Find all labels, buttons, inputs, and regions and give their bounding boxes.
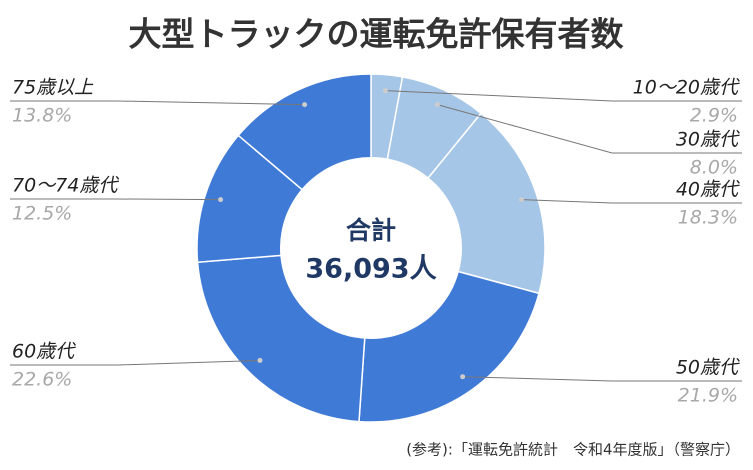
labels: 10〜20歳代 2.9%30歳代 8.0%40歳代 18.3% 50歳代 21.9% 60歳…	[10, 77, 742, 407]
leader-line	[462, 376, 742, 382]
leader-dot	[302, 102, 308, 108]
category-label: 75歳以上	[12, 77, 94, 99]
value-label: 22.6%	[12, 369, 72, 391]
leader-line	[10, 198, 221, 201]
category-label: 40歳代	[676, 179, 740, 201]
chart-title: 大型トラックの運転免許保有者数	[129, 15, 625, 54]
leader-line	[385, 90, 742, 102]
leader-line	[10, 100, 305, 106]
leader-line	[521, 199, 742, 204]
leader-dot	[518, 197, 524, 203]
leader-line	[437, 104, 742, 154]
center-label: 合計	[346, 216, 396, 245]
value-label: 18.3%	[678, 207, 738, 229]
leader-dot	[257, 357, 263, 363]
value-label: 2.9%	[690, 105, 738, 127]
category-label: 10〜20歳代	[633, 77, 740, 99]
category-label: 50歳代	[676, 357, 740, 379]
leader-line	[10, 359, 260, 366]
donut-hole	[280, 157, 462, 339]
leader-dot	[434, 102, 440, 108]
value-label: 8.0%	[690, 157, 738, 179]
value-label: 13.8%	[12, 105, 72, 127]
center-value: 36,093人	[305, 254, 436, 285]
category-label: 30歳代	[676, 129, 740, 151]
leader-dot	[460, 374, 466, 380]
leader-dot	[218, 197, 224, 203]
category-label: 70〜74歳代	[12, 175, 119, 197]
value-label: 12.5%	[12, 203, 72, 225]
leader-dot	[382, 88, 388, 94]
category-label: 60歳代	[12, 341, 76, 363]
value-label: 21.9%	[678, 385, 738, 407]
source-note: (参考):「運転免許統計 令和4年度版」（警察庁）	[406, 441, 740, 459]
